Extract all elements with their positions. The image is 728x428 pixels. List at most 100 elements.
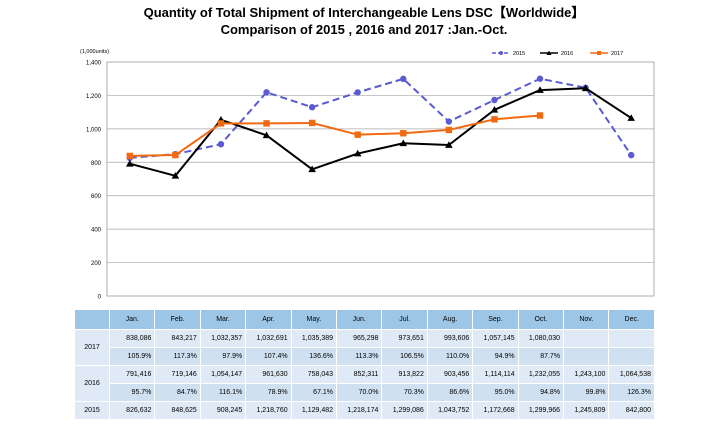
data-point-2016 [445,141,453,148]
data-point-2017 [536,112,544,119]
quantity-cell: 842,800 [608,401,655,420]
quantity-cell: 1,043,752 [426,401,474,420]
data-point-2015 [217,140,225,148]
quantity-cell [608,329,655,348]
data-point-2016 [125,159,134,167]
ratio-cell: 99.8% [563,383,610,402]
data-point-2015 [445,118,453,125]
month-header: Apr. [245,309,292,330]
month-header: Oct. [517,309,565,330]
table-row: 105.9% 117.3% 97.9% 107.4% 136.6% 113.3% 106.5… [75,347,655,366]
month-header: Feb. [154,309,201,330]
quantity-cell: 1,299,966 [517,401,565,420]
quantity-cell: 1,218,760 [245,401,292,420]
ratio-cell: 70.0% [336,383,383,402]
quantity-cell: 843,217 [154,329,201,348]
data-point-2017 [172,151,179,159]
year-label: 2015 [74,401,110,420]
data-table: Jan. Feb. Mar. Apr. May. Jun. Jul. Aug. Sep. Oct.… [74,309,655,420]
year-label: 2017 [74,329,110,366]
quantity-cell: 961,630 [245,365,292,384]
data-point-2016 [399,139,408,147]
table-row: 2016 791,416 719,146 1,054,147 961,630 758,04… [74,365,655,402]
ratio-cell: 110.0% [426,347,474,366]
data-point-2017 [445,126,453,134]
month-header: Aug. [426,309,474,330]
ratio-cell: 126.3% [608,383,655,402]
y-tick-label: 200 [91,261,102,267]
quantity-cell: 1,035,389 [290,329,338,348]
legend-label-2016: 2016 [561,51,573,57]
table-corner-cell [74,309,110,330]
legend-marker-2017 [597,51,601,55]
quantity-cell [563,329,610,348]
quantity-cell: 965,298 [336,329,383,348]
table-header-row: Jan. Feb. Mar. Apr. May. Jun. Jul. Aug. Sep. Oct.… [74,309,655,330]
month-header: Jun. [336,309,383,330]
data-point-2017 [400,130,407,137]
data-point-2016 [262,131,271,139]
line-chart: 0 200 400 600 800 1,000 1,200 1,400 (1,000units)… [80,49,655,301]
data-point-2015 [263,89,270,96]
month-header: Dec. [608,309,655,330]
data-point-2015 [400,75,407,83]
ratio-cell: 70.3% [381,383,428,402]
data-point-2016 [627,114,636,121]
quantity-cell: 908,245 [199,401,247,420]
quantity-cell: 973,651 [381,329,428,348]
y-tick-label: 1,400 [86,61,102,67]
series-line-2017 [129,114,541,157]
quantity-cell: 1,129,482 [290,401,338,420]
ratio-cell [563,347,610,366]
quantity-cell: 1,114,114 [472,365,519,384]
ratio-cell: 117.3% [154,347,201,366]
y-tick-label: 1,000 [86,127,102,133]
quantity-cell: 719,146 [154,365,201,384]
data-point-2016 [490,105,499,113]
month-header: Jul. [381,309,428,330]
ratio-cell: 86.6% [426,383,474,402]
ratio-cell [608,347,655,366]
legend-marker-2015 [499,51,503,55]
plot-area [106,61,655,297]
quantity-cell: 838,086 [108,329,156,348]
year-label: 2016 [74,365,110,402]
ratio-cell: 136.6% [290,347,338,366]
y-unit-label: (1,000units) [80,49,109,55]
quantity-cell: 848,625 [154,401,201,420]
ratio-cell: 106.5% [381,347,428,366]
data-point-2015 [536,75,544,82]
quantity-cell: 852,311 [336,365,383,384]
ratio-cell: 67.1% [290,383,338,402]
ratio-cell: 105.9% [108,347,156,366]
ratio-cell: 113.3% [336,347,383,366]
ratio-cell: 94.8% [517,383,565,402]
data-point-2017 [126,152,133,160]
y-tick-label: 800 [91,161,102,167]
table-row: 2017 838,086 843,217 1,032,357 1,032,691 1,03… [74,329,655,366]
ratio-cell: 94.9% [472,347,519,366]
data-point-2015 [354,89,361,96]
ratio-cell: 95.0% [472,383,519,402]
quantity-cell: 1,054,147 [199,365,247,384]
chart-title-line1: Quantity of Total Shipment of Interchang… [143,5,585,20]
quantity-cell: 1,218,174 [336,401,383,420]
legend-label-2017: 2017 [611,51,623,57]
data-point-2015 [628,151,635,159]
ratio-cell: 107.4% [245,347,292,366]
month-header: Jan. [108,309,156,330]
y-tick-label: 400 [91,228,102,234]
month-header: Mar. [199,309,247,330]
y-tick-label: 1,200 [86,94,102,100]
data-point-2017 [263,120,270,127]
ratio-cell: 87.7% [517,347,565,366]
quantity-cell: 1,172,668 [472,401,519,420]
month-header: May. [290,309,338,330]
quantity-cell: 791,416 [108,365,156,384]
ratio-cell: 84.7% [154,383,201,402]
data-point-2016 [308,165,316,173]
y-tick-label: 600 [91,194,102,200]
quantity-cell: 993,606 [426,329,474,348]
series-line-2015 [129,77,633,159]
legend-marker-2016 [546,50,552,55]
